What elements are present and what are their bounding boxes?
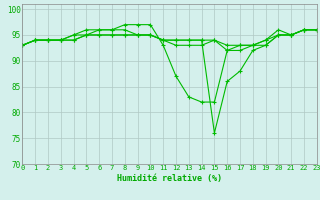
X-axis label: Humidité relative (%): Humidité relative (%) [117,174,222,183]
